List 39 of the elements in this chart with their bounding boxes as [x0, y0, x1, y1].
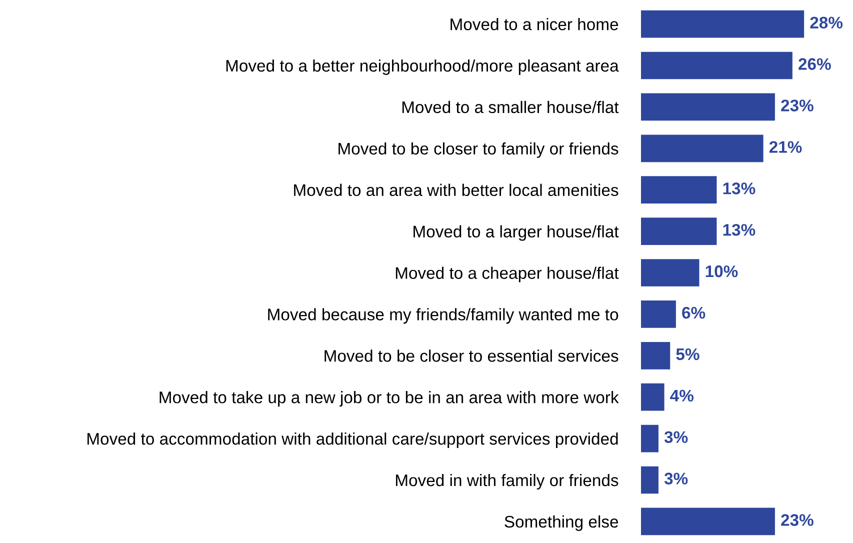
y-tick-label: Moved to a larger house/flat [414, 225, 619, 241]
y-tick-label: Moved because my friends/family wanted me to [268, 308, 618, 324]
y-tick-label: Moved to a cheaper house/flat [396, 266, 619, 282]
data-label: 13% [723, 224, 756, 236]
y-tick-label: Moved to accommodation with additional care/support services provided [88, 432, 618, 448]
bar [641, 134, 764, 162]
y-tick-label: Moved to a better neighbourhood/more pleasant area [226, 59, 619, 75]
bar [641, 93, 775, 121]
data-label: 4% [670, 390, 694, 402]
bar [641, 342, 670, 370]
y-tick-label: Moved to be closer to essential services [324, 350, 618, 362]
data-label: 23% [781, 100, 814, 112]
bar [641, 300, 676, 328]
bar [641, 383, 664, 411]
data-label: 23% [781, 514, 814, 526]
y-tick-label: Moved to be closer to family or friends [338, 142, 618, 158]
data-label: 26% [798, 58, 831, 70]
data-label: 13% [723, 182, 756, 194]
data-label: 21% [769, 141, 802, 153]
bar [641, 466, 658, 494]
y-tick-label: Moved to an area with better local amenities [294, 184, 618, 196]
data-label: 5% [676, 348, 700, 360]
data-label: 28% [810, 16, 843, 29]
y-tick-label: Moved in with family or friends [396, 474, 618, 490]
bar [641, 508, 775, 536]
bar [641, 176, 717, 204]
y-tick-label: Moved to a nicer home [450, 18, 618, 30]
bar [641, 10, 804, 38]
data-label: 6% [682, 306, 706, 319]
bar [641, 424, 658, 452]
y-tick-label: Moved to take up a new job or to be in an area with more work [160, 391, 619, 407]
bar [641, 218, 717, 245]
y-tick-label: Moved to a smaller house/flat [402, 100, 619, 114]
y-tick-label: Something else [504, 515, 618, 531]
bar [641, 259, 700, 286]
data-label: 3% [664, 472, 688, 484]
data-label: 10% [706, 265, 738, 278]
data-label: 3% [664, 431, 688, 444]
bar [641, 52, 792, 80]
